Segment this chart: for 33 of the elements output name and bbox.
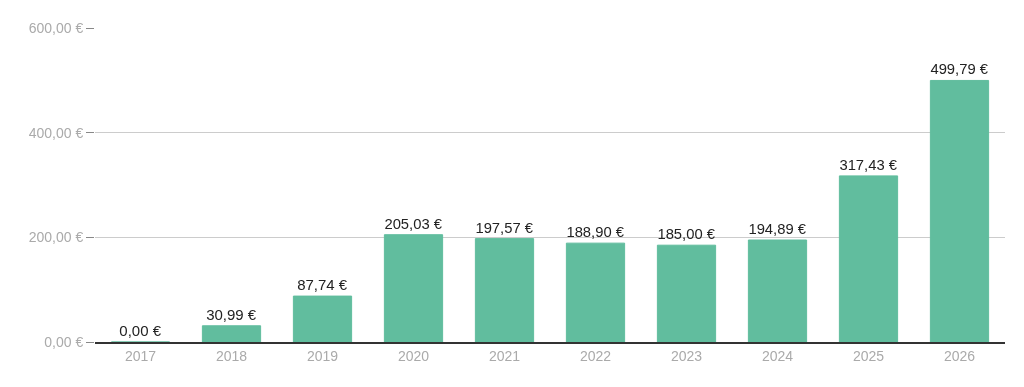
x-tick-label: 2026 xyxy=(943,347,976,364)
x-tick-label: 2018 xyxy=(215,347,248,364)
bar xyxy=(747,239,808,342)
x-tick-label: 2019 xyxy=(306,347,339,364)
y-tick-label: 400,00 € xyxy=(28,124,84,141)
data-label: 197,57 € xyxy=(475,219,534,236)
data-label: 194,89 € xyxy=(748,221,807,238)
x-tick-label: 2023 xyxy=(670,347,703,364)
bar xyxy=(929,79,990,342)
bar xyxy=(656,244,717,342)
bar xyxy=(383,234,444,342)
bar xyxy=(474,238,535,342)
data-label: 499,79 € xyxy=(930,61,989,78)
data-label: 0,00 € xyxy=(119,322,162,339)
bar xyxy=(201,325,262,342)
x-tick-label: 2021 xyxy=(488,347,521,364)
x-tick-label: 2020 xyxy=(397,347,430,364)
bar xyxy=(838,175,899,342)
x-tick-label: 2022 xyxy=(579,347,612,364)
data-label: 87,74 € xyxy=(297,276,348,294)
x-tick-label: 2017 xyxy=(124,347,157,364)
data-label: 188,90 € xyxy=(566,224,625,241)
data-label: 30,99 € xyxy=(206,305,257,323)
y-tick-label: 200,00 € xyxy=(28,229,84,246)
y-tick-label: 0,00 € xyxy=(44,333,84,350)
data-label: 317,43 € xyxy=(839,156,898,173)
x-tick-label: 2025 xyxy=(852,347,885,364)
y-tick-label: 600,00 € xyxy=(28,19,84,36)
data-label: 205,03 € xyxy=(384,215,443,232)
data-label: 185,00 € xyxy=(657,226,716,243)
bar xyxy=(292,295,353,342)
bar xyxy=(565,242,626,342)
x-tick-label: 2024 xyxy=(761,347,794,364)
